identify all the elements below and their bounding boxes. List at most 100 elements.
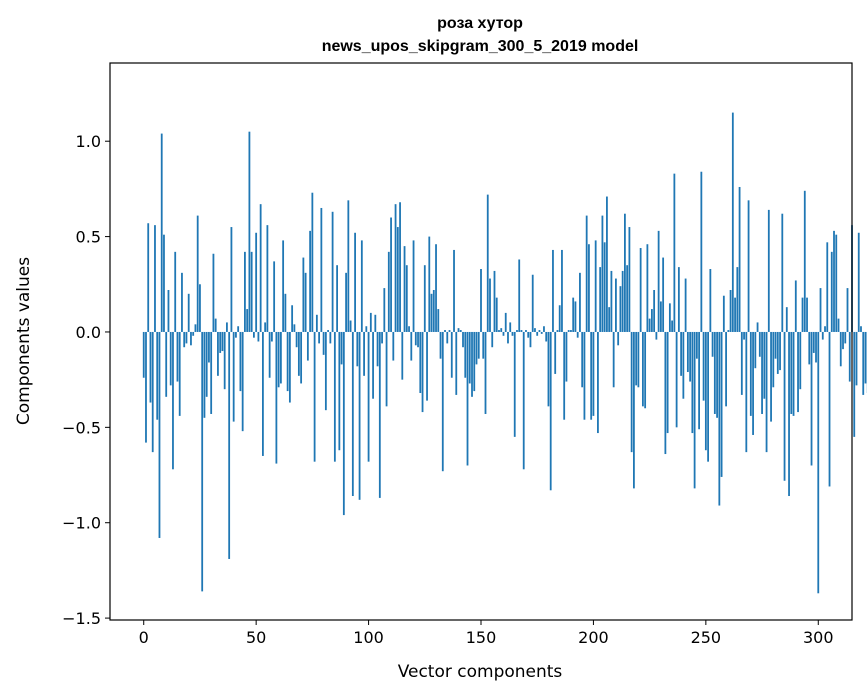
bar bbox=[358, 331, 361, 500]
bar bbox=[408, 326, 410, 332]
bar bbox=[754, 331, 757, 369]
bar bbox=[511, 331, 514, 336]
bar bbox=[423, 265, 426, 332]
bar bbox=[190, 331, 192, 346]
bar bbox=[729, 290, 732, 332]
bar bbox=[709, 269, 712, 332]
bar bbox=[585, 215, 588, 332]
bar bbox=[376, 331, 379, 367]
bar bbox=[734, 297, 736, 332]
bar bbox=[570, 330, 572, 332]
bar bbox=[462, 331, 464, 348]
bar bbox=[156, 331, 159, 420]
bar bbox=[540, 331, 543, 334]
bar bbox=[293, 324, 296, 332]
bar bbox=[552, 249, 554, 332]
bar bbox=[740, 331, 743, 395]
bar bbox=[675, 331, 678, 428]
y-tick-label: −1.0 bbox=[62, 514, 101, 533]
bar bbox=[597, 331, 599, 434]
x-tick-label: 150 bbox=[466, 628, 497, 647]
bar bbox=[232, 331, 235, 422]
bar bbox=[448, 330, 451, 332]
bar bbox=[655, 331, 658, 340]
bar bbox=[145, 331, 147, 443]
bar bbox=[318, 331, 321, 344]
bar bbox=[246, 309, 249, 332]
bar bbox=[763, 331, 766, 399]
bar bbox=[498, 330, 500, 332]
bar bbox=[752, 331, 754, 435]
bar bbox=[244, 251, 246, 332]
bar bbox=[711, 331, 714, 357]
bar bbox=[583, 331, 586, 420]
bar bbox=[302, 257, 305, 332]
bar bbox=[608, 307, 611, 332]
bar bbox=[181, 272, 183, 332]
bar bbox=[426, 331, 428, 401]
x-axis-label: Vector components bbox=[398, 662, 563, 682]
bar bbox=[704, 331, 707, 451]
bar bbox=[223, 331, 226, 390]
bar bbox=[770, 331, 772, 422]
x-tick-label: 100 bbox=[353, 628, 384, 647]
bar bbox=[365, 326, 368, 332]
bar bbox=[212, 253, 215, 332]
bar bbox=[455, 331, 458, 395]
bar bbox=[644, 331, 647, 409]
bar bbox=[621, 270, 624, 332]
bar bbox=[151, 331, 154, 453]
bar bbox=[738, 186, 741, 332]
y-tick-label: 0.5 bbox=[76, 228, 101, 247]
bar bbox=[664, 331, 667, 455]
bar bbox=[338, 331, 341, 451]
bar bbox=[248, 131, 251, 332]
bar bbox=[300, 331, 303, 384]
bar bbox=[165, 331, 168, 397]
bar bbox=[439, 331, 442, 359]
bar bbox=[241, 331, 244, 432]
bar bbox=[556, 330, 559, 332]
bar bbox=[617, 331, 620, 346]
bar bbox=[833, 230, 835, 332]
bar bbox=[637, 331, 640, 388]
bar bbox=[677, 267, 680, 332]
bar bbox=[601, 215, 604, 332]
bar bbox=[306, 331, 309, 361]
bar bbox=[257, 331, 260, 342]
bar bbox=[277, 331, 280, 388]
bar bbox=[324, 331, 327, 411]
bar bbox=[250, 251, 253, 332]
bar bbox=[219, 331, 222, 353]
bar bbox=[464, 331, 467, 378]
y-tick-label: 0.0 bbox=[76, 323, 101, 342]
bar bbox=[311, 192, 314, 332]
bar bbox=[174, 251, 177, 332]
bar bbox=[158, 331, 161, 538]
bar bbox=[650, 309, 653, 332]
bar bbox=[282, 240, 285, 332]
x-tick-label: 0 bbox=[139, 628, 149, 647]
bar bbox=[565, 331, 568, 382]
bar bbox=[491, 331, 494, 348]
bar bbox=[549, 331, 552, 491]
bar bbox=[340, 331, 343, 365]
bar bbox=[824, 326, 826, 332]
bar bbox=[428, 236, 431, 332]
bar bbox=[567, 330, 570, 332]
bar bbox=[291, 305, 294, 332]
bar bbox=[819, 288, 822, 332]
bar bbox=[194, 324, 197, 332]
bar bbox=[855, 331, 858, 386]
bar bbox=[504, 312, 507, 332]
bar bbox=[794, 280, 797, 332]
bar bbox=[695, 331, 698, 359]
bar bbox=[203, 331, 206, 418]
bar bbox=[259, 204, 262, 332]
bar bbox=[322, 331, 325, 355]
bar bbox=[648, 318, 651, 332]
bar bbox=[367, 331, 370, 462]
bar bbox=[657, 230, 660, 332]
bar bbox=[214, 318, 217, 332]
bar bbox=[848, 331, 851, 382]
